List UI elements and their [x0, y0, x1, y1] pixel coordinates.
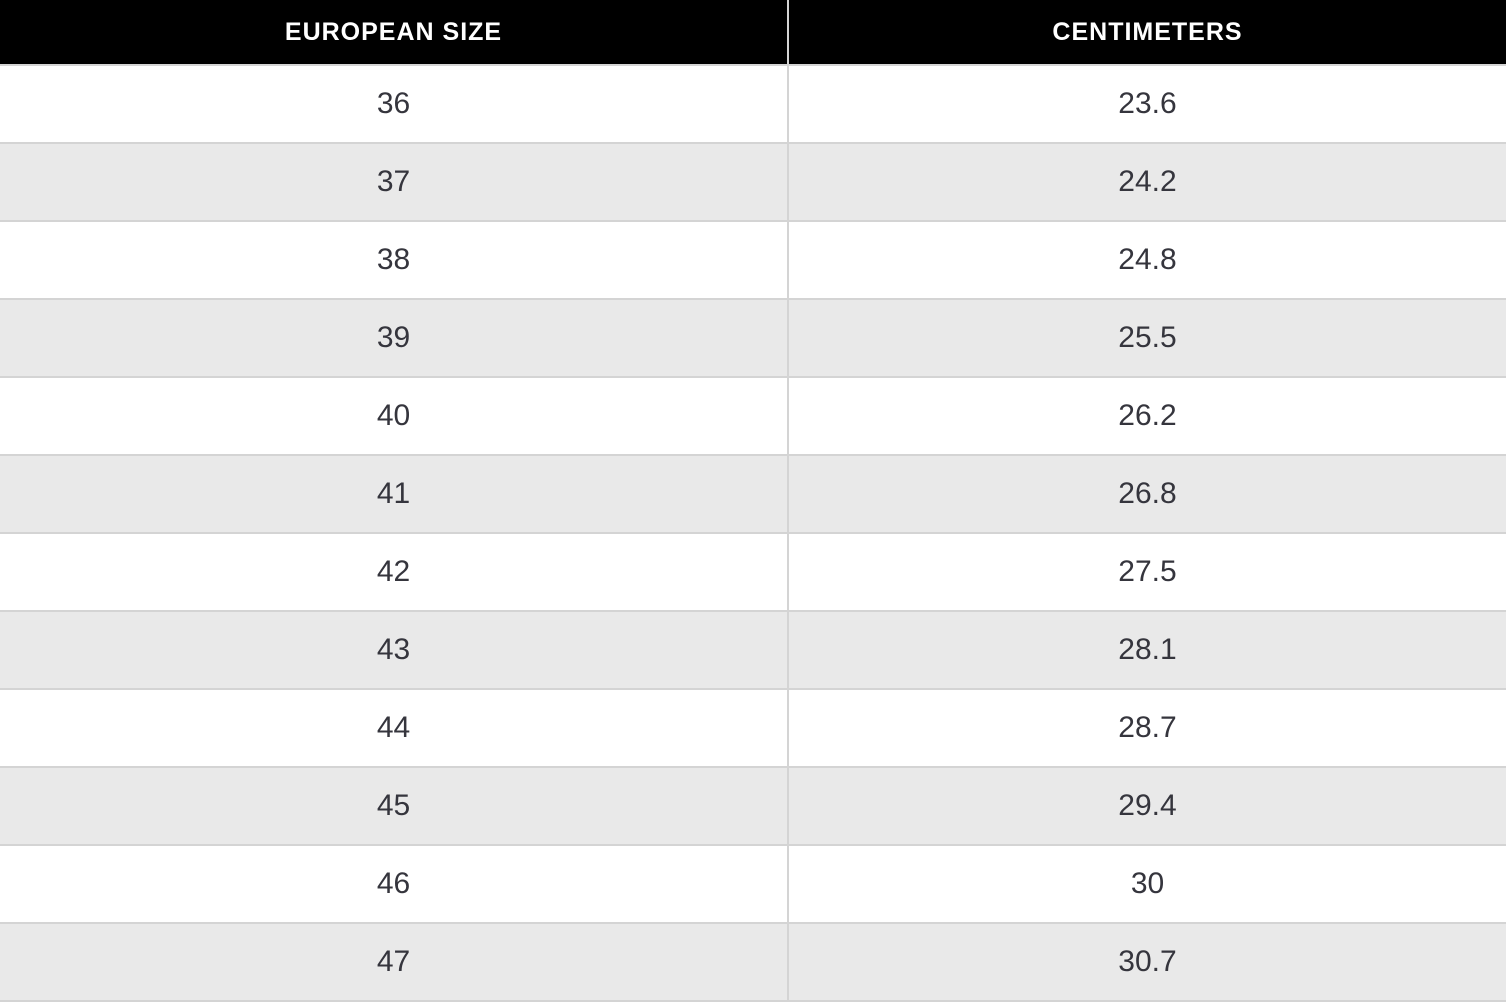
header-european-size: EUROPEAN SIZE — [0, 0, 789, 66]
european-size-cell: 39 — [0, 299, 789, 378]
centimeters-cell: 28.7 — [788, 689, 1506, 768]
centimeters-cell: 24.8 — [788, 221, 1506, 300]
european-size-cell: 43 — [0, 611, 789, 690]
table-row: 36 23.6 — [0, 65, 1506, 144]
table-row: 39 25.5 — [0, 299, 1506, 378]
table-row: 45 29.4 — [0, 767, 1506, 846]
centimeters-cell: 23.6 — [788, 65, 1506, 144]
table-row: 44 28.7 — [0, 689, 1506, 768]
table-body: 36 23.6 37 24.2 38 24.8 39 25.5 40 26.2 41 26.8 42 27… — [0, 65, 1506, 1002]
centimeters-cell: 29.4 — [788, 767, 1506, 846]
european-size-cell: 37 — [0, 143, 789, 222]
centimeters-cell: 24.2 — [788, 143, 1506, 222]
centimeters-cell: 26.8 — [788, 455, 1506, 534]
centimeters-cell: 28.1 — [788, 611, 1506, 690]
table-row: 42 27.5 — [0, 533, 1506, 612]
table-row: 41 26.8 — [0, 455, 1506, 534]
european-size-cell: 45 — [0, 767, 789, 846]
centimeters-cell: 30.7 — [788, 923, 1506, 1002]
table-row: 43 28.1 — [0, 611, 1506, 690]
centimeters-cell: 27.5 — [788, 533, 1506, 612]
european-size-cell: 36 — [0, 65, 789, 144]
european-size-cell: 46 — [0, 845, 789, 924]
table-row: 46 30 — [0, 845, 1506, 924]
european-size-cell: 44 — [0, 689, 789, 768]
table-row: 38 24.8 — [0, 221, 1506, 300]
header-centimeters: CENTIMETERS — [788, 0, 1506, 66]
european-size-cell: 41 — [0, 455, 789, 534]
table-row: 37 24.2 — [0, 143, 1506, 222]
table-row: 47 30.7 — [0, 923, 1506, 1002]
centimeters-cell: 26.2 — [788, 377, 1506, 456]
header-row: EUROPEAN SIZE CENTIMETERS — [0, 0, 1506, 66]
european-size-cell: 42 — [0, 533, 789, 612]
centimeters-cell: 25.5 — [788, 299, 1506, 378]
european-size-cell: 38 — [0, 221, 789, 300]
european-size-cell: 47 — [0, 923, 789, 1002]
european-size-cell: 40 — [0, 377, 789, 456]
table-row: 40 26.2 — [0, 377, 1506, 456]
centimeters-cell: 30 — [788, 845, 1506, 924]
